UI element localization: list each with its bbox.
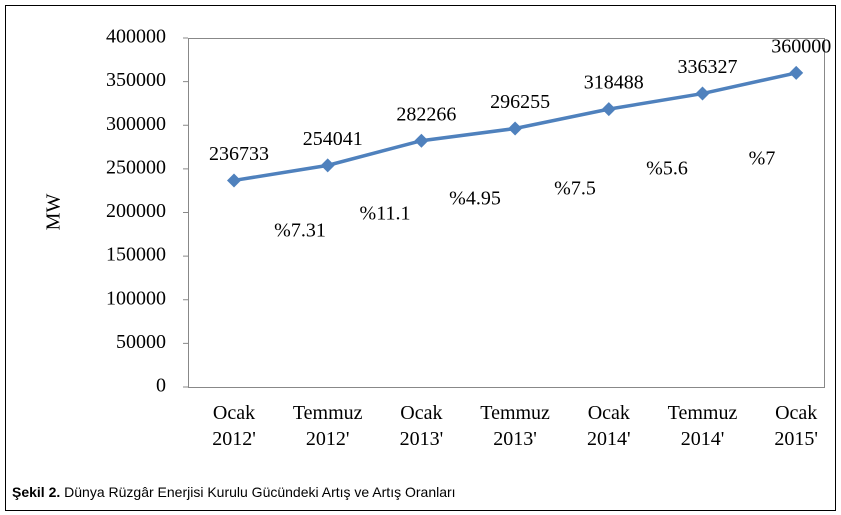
annotation: %7 <box>749 148 776 170</box>
marker <box>601 102 616 117</box>
annotation: %7.5 <box>554 178 596 200</box>
data-label: 360000 <box>771 35 831 57</box>
data-label: 282266 <box>396 103 456 125</box>
data-label: 254041 <box>303 128 363 150</box>
annotation: %4.95 <box>449 188 501 210</box>
y-tick-label: 200000 <box>106 200 166 222</box>
caption-label: Şekil 2. <box>12 484 61 500</box>
y-axis-label: MW <box>43 194 65 231</box>
caption: Şekil 2. Dünya Rüzgâr Enerjisi Kurulu Gü… <box>12 484 456 500</box>
y-tick-label: 300000 <box>106 113 166 135</box>
x-tick-label: Temmuz 2012' <box>292 402 363 450</box>
x-tick-label: Ocak 2013' <box>399 402 444 450</box>
x-tick-label: Temmuz 2014' <box>667 402 738 450</box>
data-label: 236733 <box>209 143 269 165</box>
plot-area <box>188 38 825 388</box>
y-tick-label: 0 <box>156 375 166 397</box>
y-tick-label: 50000 <box>116 331 166 353</box>
x-tick-label: Temmuz 2013' <box>480 402 550 450</box>
marker <box>414 133 429 148</box>
marker <box>508 121 523 136</box>
caption-text: Dünya Rüzgâr Enerjisi Kurulu Gücündeki A… <box>64 484 456 500</box>
y-tick-label: 400000 <box>106 26 166 48</box>
y-tick-label: 350000 <box>106 69 166 91</box>
marker <box>320 158 335 173</box>
marker <box>695 86 710 101</box>
annotation: %5.6 <box>646 158 688 180</box>
data-label: 296255 <box>490 91 550 113</box>
x-tick-label: Ocak 2012' <box>212 402 256 450</box>
frame <box>5 5 836 511</box>
annotation: %7.31 <box>274 220 326 242</box>
y-tick-label: 150000 <box>106 244 166 266</box>
data-label: 318488 <box>584 72 644 94</box>
x-tick-label: Ocak 2015' <box>774 402 818 450</box>
y-tick-label: 100000 <box>106 287 166 309</box>
x-tick-label: Ocak 2014' <box>586 402 631 450</box>
marker <box>789 65 804 80</box>
y-tick-label: 250000 <box>106 156 166 178</box>
data-label: 336327 <box>678 56 738 78</box>
annotation: %11.1 <box>360 203 411 225</box>
marker <box>227 173 241 188</box>
